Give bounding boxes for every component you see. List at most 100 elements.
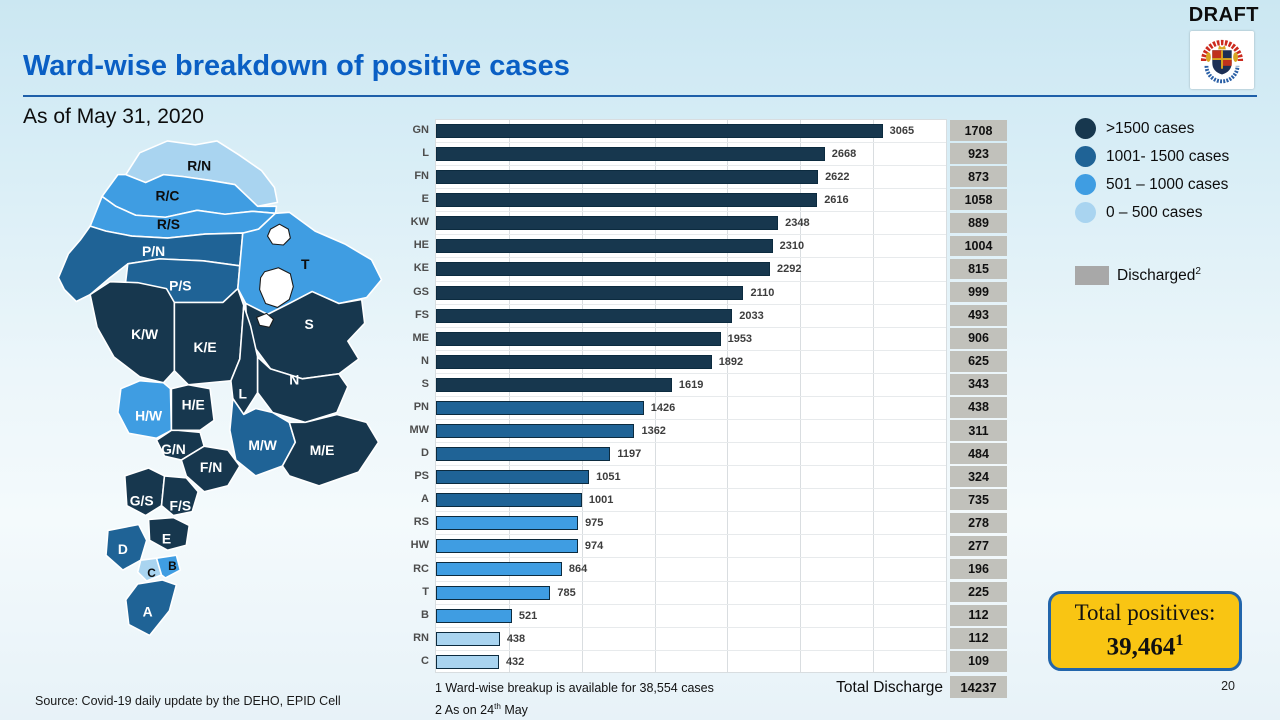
discharged-cell: 278 [950, 511, 1007, 534]
discharged-value: 625 [950, 350, 1007, 372]
legend-item: >1500 cases [1075, 118, 1229, 139]
discharged-cell: 324 [950, 465, 1007, 488]
bar-value-label: 2668 [831, 148, 857, 161]
discharged-value: 311 [950, 420, 1007, 441]
ward-axis-label: C [421, 654, 429, 667]
bar-value-label: 785 [557, 586, 576, 599]
legend-color-dot [1075, 146, 1096, 167]
ward-axis-label: HW [410, 539, 429, 552]
discharged-cell: 735 [950, 488, 1007, 511]
enclave-small [256, 312, 275, 328]
discharged-value: 999 [950, 281, 1007, 303]
discharged-cell: 1708 [950, 119, 1007, 142]
ward-label-rc: R/C [156, 187, 180, 203]
bar [436, 516, 579, 531]
discharged-value: 438 [950, 397, 1007, 418]
bar-row: 1362 [436, 420, 946, 444]
bar [436, 447, 611, 462]
discharged-value: 277 [950, 535, 1007, 557]
discharged-cell: 225 [950, 581, 1007, 604]
discharged-value: 815 [950, 258, 1007, 280]
mumbai-ward-map: R/N R/C R/S P/N P/S T S K/W K/E L N H/W … [57, 140, 383, 637]
bar-row: 2668 [436, 143, 946, 167]
ward-label-e: E [162, 530, 171, 546]
discharged-cell: 1004 [950, 234, 1007, 257]
bar [436, 400, 644, 415]
discharged-legend: Discharged2 [1075, 266, 1202, 286]
discharged-cell: 109 [950, 650, 1007, 673]
ward-shape-e [147, 516, 191, 552]
ward-label-mw: M/W [248, 437, 277, 453]
discharged-cell: 889 [950, 211, 1007, 234]
bar-row: 1426 [436, 397, 946, 421]
bar-row: 1892 [436, 351, 946, 374]
bmc-logo-emblem [1200, 39, 1244, 84]
legend-item: 0 – 500 cases [1075, 202, 1229, 223]
bar-value-label: 1362 [641, 425, 666, 438]
ward-shape-fn [180, 445, 241, 493]
total-discharge-label: Total Discharge [836, 679, 943, 696]
discharged-cell: 112 [950, 604, 1007, 627]
discharged-value: 109 [950, 650, 1007, 672]
discharged-legend-text: Discharged [1117, 267, 1196, 285]
bar [436, 631, 500, 646]
discharged-legend-sup: 2 [1195, 266, 1202, 277]
ward-shape-n [256, 356, 349, 424]
bar-row: 521 [436, 605, 946, 628]
ward-label-me: M/E [310, 442, 335, 458]
bar-value-label: 2622 [825, 171, 850, 184]
bar-chart: GN L FN E KW HE KE GS FS ME N S PN MW D PS A RS HW RC T B RN C … [395, 119, 1020, 720]
ward-axis-label: E [421, 193, 429, 206]
bar-value-label: 975 [585, 517, 604, 530]
discharged-column: 1708 923 873 1058 889 1004 815 999 493 906 625 343 4… [950, 119, 1007, 673]
plot-area: 3065 2668 2622 2616 2348 2310 2292 2110 2033 1953… [435, 119, 947, 673]
total-positives-value: 39,4641 [1107, 626, 1184, 661]
discharged-value: 735 [950, 489, 1007, 511]
bar-row: 432 [436, 651, 946, 674]
ward-axis-label: PS [414, 470, 429, 483]
source-note: Source: Covid-19 daily update by the DEH… [35, 694, 341, 708]
legend-item-label: >1500 cases [1106, 119, 1195, 137]
ward-shape-s [244, 290, 366, 380]
bar [436, 308, 733, 323]
discharged-value: 906 [950, 327, 1007, 349]
footnote-2-sup: th [494, 702, 501, 711]
ward-shape-fs [160, 475, 199, 517]
ward-shape-c [136, 557, 163, 582]
title-underline [23, 95, 1257, 97]
ward-axis-label: S [421, 377, 429, 390]
ward-axis-label: GS [413, 285, 429, 298]
discharged-cell: 1058 [950, 188, 1007, 211]
ward-axis-label: PN [413, 400, 429, 413]
ward-label-gn: G/N [161, 441, 186, 457]
discharged-cell: 923 [950, 142, 1007, 165]
bar-value-label: 2292 [776, 263, 802, 276]
discharged-value: 1058 [950, 189, 1007, 211]
discharged-value: 873 [950, 166, 1007, 188]
bar-row: 438 [436, 628, 946, 651]
ward-shape-b [155, 554, 182, 579]
discharged-value: 278 [950, 512, 1007, 534]
bar [436, 654, 499, 669]
legend-item-label: 1001- 1500 cases [1106, 147, 1230, 165]
ward-label-pn: P/N [142, 243, 165, 259]
discharged-value: 493 [950, 304, 1007, 326]
map-white-enclaves [256, 223, 294, 328]
ward-axis-label: KW [410, 216, 429, 229]
bar-row: 785 [436, 582, 946, 605]
discharged-cell: 343 [950, 373, 1007, 396]
ward-axis-label: RS [413, 516, 429, 529]
discharged-cell: 438 [950, 396, 1007, 419]
footnote-1: 1 Ward-wise breakup is available for 38,… [435, 681, 714, 695]
ward-label-gs: G/S [130, 493, 154, 509]
ward-label-fn: F/N [200, 459, 222, 475]
ward-label-he: H/E [182, 397, 205, 413]
bar [436, 216, 779, 231]
bar [436, 470, 590, 485]
bar [436, 331, 721, 346]
discharged-cell: 625 [950, 350, 1007, 373]
discharged-cell: 311 [950, 419, 1007, 442]
bar [436, 424, 635, 439]
ward-axis-label: ME [412, 331, 430, 344]
bar-value-label: 2348 [785, 217, 810, 230]
